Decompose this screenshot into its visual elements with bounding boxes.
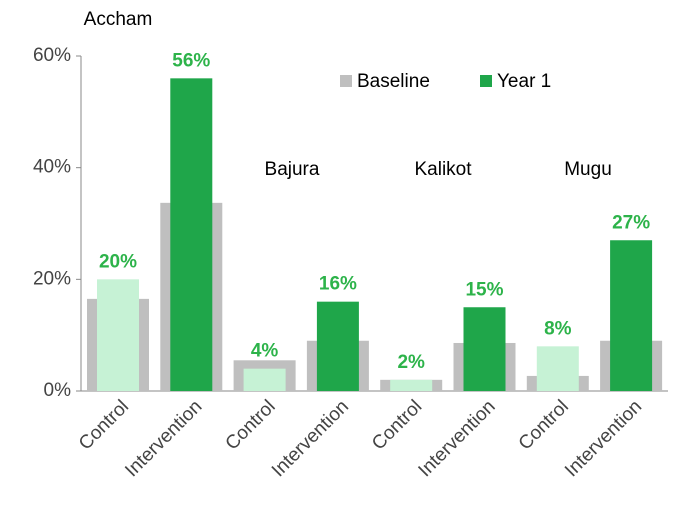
x-tick-label: Intervention <box>415 396 500 481</box>
value-label: 15% <box>465 279 503 300</box>
y-tick-label: 0% <box>44 380 72 401</box>
x-tick-label: Intervention <box>121 396 206 481</box>
year1-bar <box>316 301 359 391</box>
y-tick-label: 40% <box>33 157 71 178</box>
x-tick-label: Control <box>222 396 280 454</box>
value-label: 27% <box>612 212 650 233</box>
value-label: 8% <box>544 318 572 339</box>
year1-bar <box>243 368 286 391</box>
group-label: Accham <box>84 9 153 30</box>
year1-bar <box>97 279 139 391</box>
year1-bar <box>610 240 653 391</box>
x-tick-label: Intervention <box>561 396 646 481</box>
legend-swatch <box>340 75 352 87</box>
legend-label: Year 1 <box>497 71 551 92</box>
x-tick-label: Control <box>75 396 133 454</box>
y-tick-label: 20% <box>33 268 71 289</box>
y-tick-label: 60% <box>33 45 71 66</box>
value-label: 2% <box>397 352 425 373</box>
value-label: 4% <box>251 341 279 362</box>
group-label: Bajura <box>265 159 320 180</box>
year1-bar <box>463 307 506 391</box>
legend-swatch <box>480 75 492 87</box>
legend-label: Baseline <box>357 71 430 92</box>
year1-bar <box>170 78 213 391</box>
group-label: Kalikot <box>414 159 472 180</box>
x-tick-label: Control <box>368 396 426 454</box>
x-tick-label: Control <box>515 396 573 454</box>
value-label: 16% <box>319 274 357 295</box>
year1-bar <box>390 379 433 391</box>
value-label: 20% <box>99 251 137 272</box>
group-label: Mugu <box>564 159 612 180</box>
x-tick-label: Intervention <box>268 396 353 481</box>
year1-bar <box>536 346 579 391</box>
value-label: 56% <box>172 50 210 71</box>
